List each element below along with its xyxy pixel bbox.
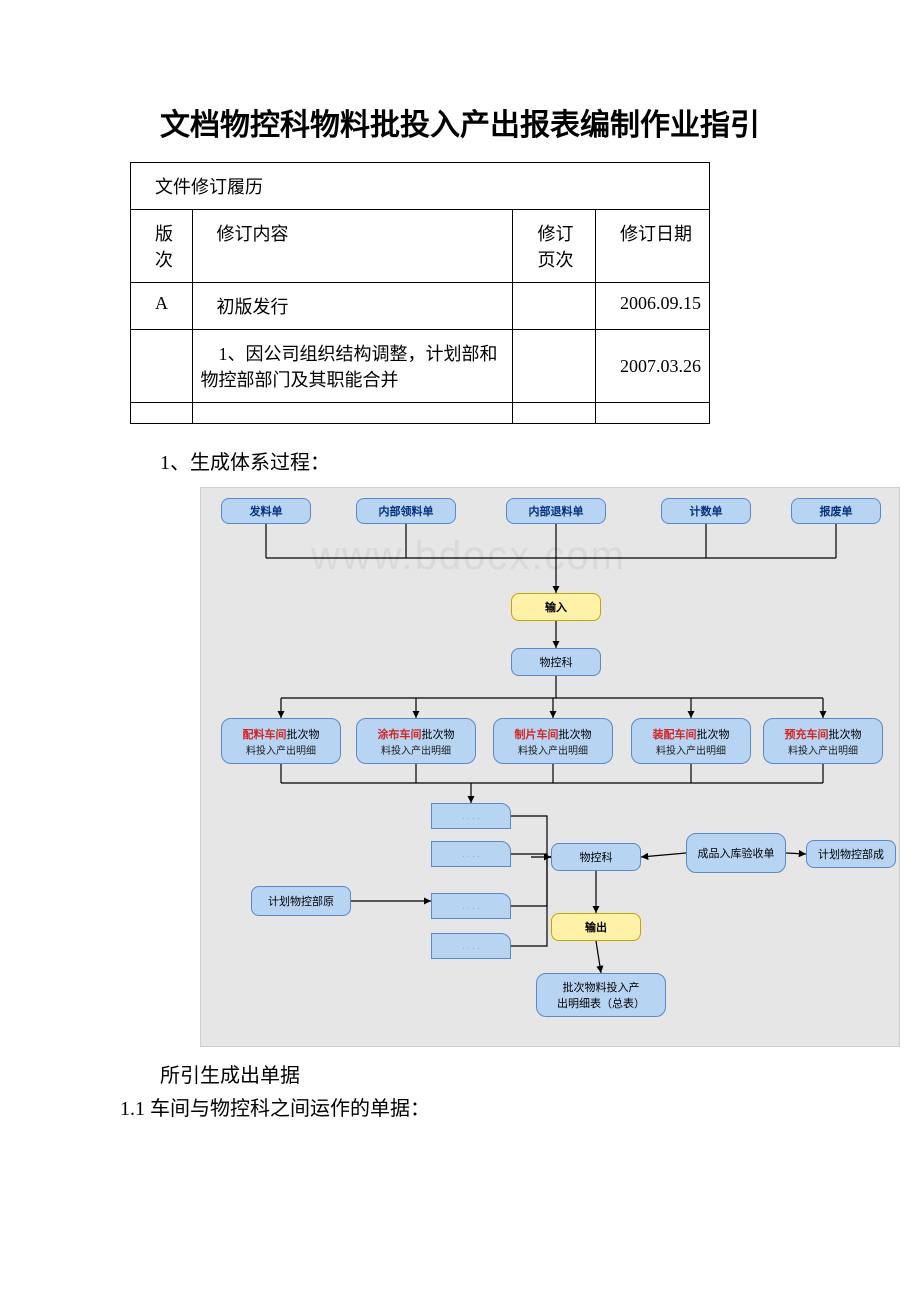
flow-node: 涂布车间批次物料投入产出明细: [356, 718, 476, 764]
flow-node: 成品入库验收单: [686, 833, 786, 873]
flow-node: 计划物控部原: [251, 886, 351, 916]
paragraph-2: 1.1 车间与物控科之间运作的单据：: [120, 1092, 820, 1121]
section-heading-1: 1、生成体系过程：: [160, 446, 820, 475]
flow-node: 制片车间批次物料投入产出明细: [493, 718, 613, 764]
flow-node: . . . .: [431, 841, 511, 867]
cell: 2007.03.26: [595, 330, 709, 403]
flow-node: 物控科: [551, 843, 641, 871]
cell: [513, 403, 596, 424]
cell: A: [131, 283, 193, 330]
flow-node: 计划物控部成: [806, 840, 896, 868]
col-date: 修订日期: [595, 210, 709, 283]
cell: [513, 330, 596, 403]
paragraph-1: 所引生成出单据: [160, 1059, 820, 1088]
flow-node: 计数单: [661, 498, 751, 524]
cell: [595, 403, 709, 424]
flow-node: 报废单: [791, 498, 881, 524]
flow-node: 批次物料投入产出明细表（总表）: [536, 973, 666, 1017]
revision-table: 文件修订履历 版次 修订内容 修订页次 修订日期 A 初版发行 2006.09.…: [130, 162, 710, 424]
watermark: www.bdocx.com: [311, 534, 626, 579]
cell: 1、因公司组织结构调整，计划部和物控部部门及其职能合并: [192, 330, 513, 403]
flow-node: . . . .: [431, 803, 511, 829]
col-version: 版次: [131, 210, 193, 283]
flow-node: 发料单: [221, 498, 311, 524]
flow-node: 预充车间批次物料投入产出明细: [763, 718, 883, 764]
cell: [513, 283, 596, 330]
col-content: 修订内容: [192, 210, 513, 283]
flow-node: 内部领料单: [356, 498, 456, 524]
cell: 初版发行: [192, 283, 513, 330]
col-page: 修订页次: [513, 210, 596, 283]
flow-node: . . . .: [431, 893, 511, 919]
flowchart: www.bdocx.com 发料单内部领料单内部退料单计数单报废单输入物控科配料…: [200, 487, 900, 1047]
flow-node: 配料车间批次物料投入产出明细: [221, 718, 341, 764]
cell: [192, 403, 513, 424]
flow-node: . . . .: [431, 933, 511, 959]
flow-node: 输出: [551, 913, 641, 941]
cell: [131, 403, 193, 424]
flow-node: 物控科: [511, 648, 601, 676]
page-title: 文档物控科物料批投入产出报表编制作业指引: [100, 100, 820, 144]
rev-header: 文件修订履历: [131, 163, 710, 210]
cell: 2006.09.15: [595, 283, 709, 330]
flow-node: 输入: [511, 593, 601, 621]
flow-node: 装配车间批次物料投入产出明细: [631, 718, 751, 764]
flow-node: 内部退料单: [506, 498, 606, 524]
cell: [131, 330, 193, 403]
